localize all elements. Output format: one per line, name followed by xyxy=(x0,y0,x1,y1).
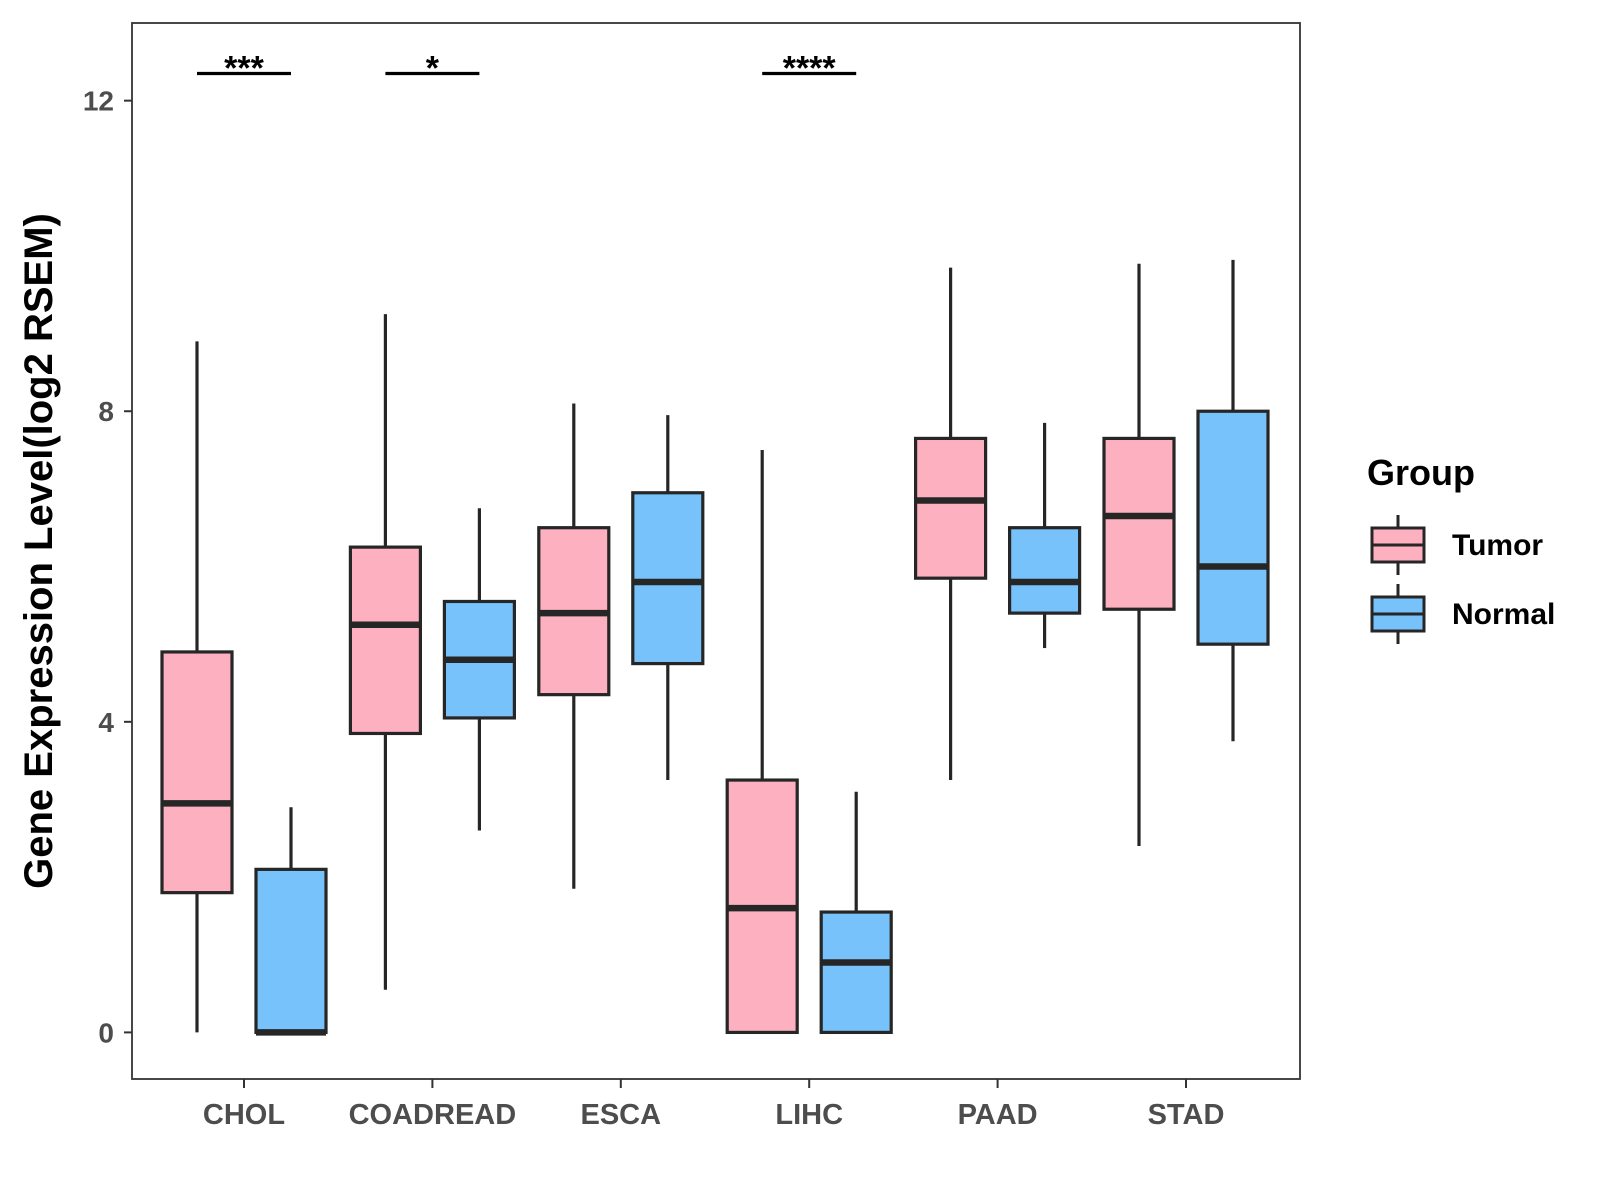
box-body xyxy=(1196,409,1270,646)
box-body xyxy=(819,910,893,1035)
box-tumor-chol xyxy=(160,341,234,1033)
box-body xyxy=(348,545,422,736)
significance-label: *** xyxy=(224,49,264,87)
x-tick-label: COADREAD xyxy=(349,1099,517,1131)
y-tick-label: 0 xyxy=(98,1017,114,1048)
box-tumor-esca xyxy=(537,403,611,889)
x-tick-label: STAD xyxy=(1148,1099,1225,1131)
box-body xyxy=(631,491,705,666)
y-axis: 0 4 8 12 xyxy=(83,86,132,1048)
x-tick-label: ESCA xyxy=(581,1099,662,1131)
box-groups xyxy=(160,259,1270,1036)
box-tumor-stad xyxy=(1102,263,1176,847)
box-normal-esca xyxy=(631,415,705,781)
legend-entry-normal: Normal xyxy=(1370,584,1555,644)
box-normal-stad xyxy=(1196,259,1270,742)
box-tumor-lihc xyxy=(725,450,799,1035)
box-body xyxy=(160,650,234,895)
y-tick-label: 8 xyxy=(98,396,114,427)
box-body xyxy=(1102,436,1176,611)
significance-label: * xyxy=(426,49,440,87)
box-normal-coadread xyxy=(442,508,516,831)
x-tick-label: LIHC xyxy=(775,1099,843,1131)
y-tick-label: 12 xyxy=(83,86,114,117)
y-tick-label: 4 xyxy=(98,707,114,738)
y-axis-title: Gene Expression Level(log2 RSEM) xyxy=(17,213,61,889)
legend-entry-tumor: Tumor xyxy=(1370,515,1543,575)
legend-label: Tumor xyxy=(1452,529,1543,562)
legend-label: Normal xyxy=(1452,598,1555,631)
x-axis: CHOL COADREAD ESCA LIHC PAAD STAD xyxy=(203,1079,1224,1131)
legend-title: Group xyxy=(1367,452,1475,493)
legend: Group Tumor Normal xyxy=(1367,452,1555,644)
x-tick-label: CHOL xyxy=(203,1099,285,1131)
box-body xyxy=(913,436,988,580)
x-tick-label: PAAD xyxy=(958,1099,1038,1131)
significance-label: **** xyxy=(783,49,837,87)
box-tumor-paad xyxy=(913,267,988,781)
significance-annotations: *** * **** xyxy=(197,49,857,87)
box-tumor-coadread xyxy=(348,314,422,990)
box-normal-chol xyxy=(254,807,328,1036)
box-normal-lihc xyxy=(819,791,893,1035)
box-body xyxy=(1007,526,1082,615)
box-normal-paad xyxy=(1007,422,1082,649)
box-body xyxy=(254,867,328,1035)
